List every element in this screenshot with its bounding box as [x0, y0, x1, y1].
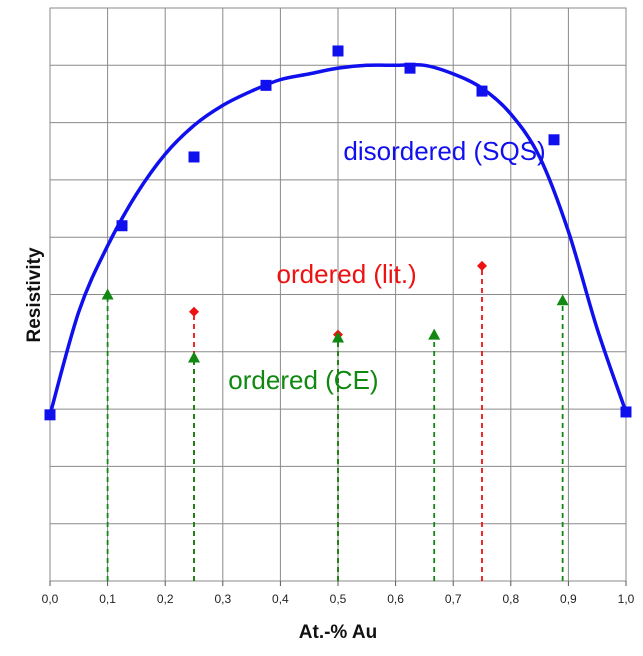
x-tick-label: 1,0 — [618, 592, 635, 606]
x-tick-label: 0,7 — [445, 592, 462, 606]
x-tick-label: 0,4 — [272, 592, 289, 606]
x-tick-label: 0,2 — [157, 592, 174, 606]
ce-triangle-marker — [332, 331, 344, 343]
series-annotation-label: disordered (SQS) — [343, 136, 545, 166]
x-tick-label: 0,6 — [387, 592, 404, 606]
ce-triangle-marker — [556, 294, 569, 306]
x-tick-label: 0,9 — [560, 592, 577, 606]
ce-triangle-marker — [101, 288, 114, 300]
sqs-square-marker — [476, 85, 488, 97]
plot-area — [49, 7, 627, 582]
sqs-square-marker — [260, 79, 272, 91]
ce-triangle-marker — [188, 351, 200, 363]
series-annotation-label: ordered (CE) — [228, 365, 378, 395]
sqs-square-marker — [44, 409, 56, 421]
x-tick-label: 0,1 — [99, 592, 116, 606]
sqs-square-marker — [404, 62, 416, 74]
sqs-square-marker — [188, 151, 200, 163]
series-annotation-label: ordered (lit.) — [277, 259, 417, 289]
annotations: disordered (SQS) ordered (lit.) ordered (C… — [228, 136, 545, 395]
sqs-square-marker — [116, 220, 128, 232]
x-axis-ticks: 0,0 0,1 0,2 0,3 0,4 0,5 0,6 0,7 0,8 0,9 1,0 — [42, 581, 635, 606]
x-tick-label: 0,0 — [42, 592, 59, 606]
x-tick-label: 0,3 — [214, 592, 231, 606]
x-tick-label: 0,5 — [330, 592, 347, 606]
lit-diamond-marker — [477, 260, 487, 271]
data-marks — [44, 45, 632, 581]
fit-curve-line — [48, 62, 628, 416]
sqs-square-marker — [332, 45, 344, 57]
ce-triangle-marker — [428, 328, 441, 340]
lit-diamond-marker — [189, 306, 199, 317]
sqs-square-marker — [620, 406, 632, 418]
sqs-square-marker — [548, 134, 560, 146]
y-axis-title: Resistivity — [24, 247, 45, 342]
x-tick-label: 0,8 — [502, 592, 519, 606]
x-axis-title: At.-% Au — [299, 622, 377, 643]
